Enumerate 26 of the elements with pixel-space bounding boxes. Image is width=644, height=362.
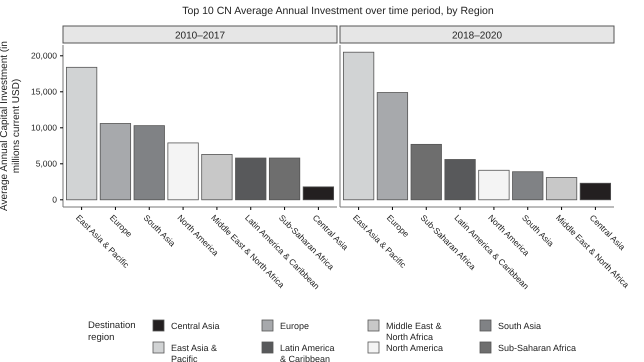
category-label: Latin America & Caribbean [280, 343, 335, 362]
chart-title: Top 10 CN Average Annual Investment over time period, by Region [182, 5, 494, 17]
bar [100, 123, 132, 200]
bar [268, 158, 300, 200]
y-tick-label: 15,000 [31, 86, 58, 97]
bar [302, 186, 334, 200]
bar [66, 66, 98, 200]
chart-subtitle: 2010–2017 [174, 30, 226, 42]
y-tick-label: 20,000 [31, 50, 58, 61]
y-axis-title: Average Annual Capital Investment (in millions current USD) [0, 41, 22, 211]
category-label: East Asia & Pacific [171, 343, 218, 362]
category-label: Europe [280, 321, 310, 331]
category-label: North America [386, 343, 444, 353]
bar [167, 142, 199, 200]
category-label: Sub-Saharan Africa [498, 343, 576, 353]
y-tick-label: 5,000 [36, 158, 58, 169]
bar [235, 158, 266, 200]
category-label: Middle East & North Africa [386, 321, 442, 342]
legend-title: Destination region [88, 320, 136, 343]
bar [134, 125, 165, 200]
category-label: South Asia [498, 321, 542, 331]
bar [201, 154, 233, 200]
y-tick-label: 10,000 [31, 122, 58, 133]
y-tick-label: 0 [52, 194, 58, 205]
chart-subtitle: 2018–2020 [452, 30, 502, 42]
category-label: Central Asia [171, 321, 220, 331]
